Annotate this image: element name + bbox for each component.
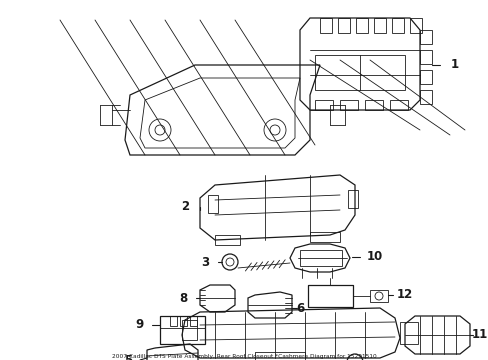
Text: 2: 2 <box>181 201 189 213</box>
Bar <box>307 285 352 307</box>
Bar <box>355 18 367 33</box>
Bar <box>409 18 421 33</box>
Bar <box>419 70 431 84</box>
Text: 11: 11 <box>471 328 487 342</box>
Bar <box>419 30 431 44</box>
Bar <box>369 290 387 302</box>
Bar <box>389 100 407 110</box>
Bar <box>391 18 403 33</box>
Bar <box>373 18 385 33</box>
Text: 6: 6 <box>295 302 304 315</box>
Bar <box>190 316 197 326</box>
Text: 3: 3 <box>201 256 209 269</box>
Bar <box>399 322 417 344</box>
Bar <box>314 100 332 110</box>
Bar <box>182 320 197 340</box>
Text: 5: 5 <box>123 354 132 360</box>
Bar <box>337 18 349 33</box>
Text: 2007 Cadillac DTS Plate Assembly, Rear Roof Closeout *Cashmere Diagram for 15291: 2007 Cadillac DTS Plate Assembly, Rear R… <box>111 354 376 359</box>
Bar <box>160 316 204 344</box>
Bar <box>319 18 331 33</box>
Bar <box>314 55 404 90</box>
Bar <box>170 316 177 326</box>
Bar <box>299 250 341 266</box>
Bar <box>207 195 218 213</box>
Bar <box>347 190 357 208</box>
Text: 1: 1 <box>450 58 458 72</box>
Bar <box>364 100 382 110</box>
Bar <box>180 316 186 326</box>
Text: 12: 12 <box>396 288 412 302</box>
Text: 8: 8 <box>179 292 187 305</box>
Text: 9: 9 <box>136 319 144 332</box>
Bar <box>339 100 357 110</box>
Bar <box>419 90 431 104</box>
Bar <box>419 50 431 64</box>
Text: 10: 10 <box>366 251 382 264</box>
Bar <box>254 352 305 360</box>
